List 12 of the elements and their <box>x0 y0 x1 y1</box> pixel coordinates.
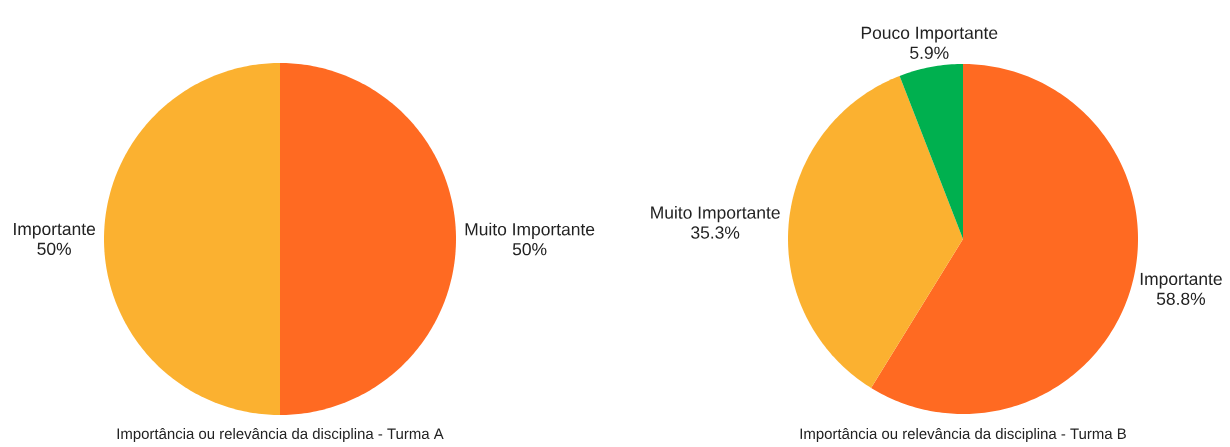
slice-label: Muito Importante <box>651 205 780 223</box>
data-label: 58.8% <box>1156 292 1206 305</box>
slice-label: Pouco Importante <box>861 26 998 43</box>
slice-label: Muito Importante <box>465 222 595 239</box>
data-label: 35.3% <box>691 226 740 239</box>
data-label: 50% <box>37 242 71 256</box>
slice-label: Importante <box>14 222 96 239</box>
text: Importância ou relevância da disciplina - Turma A <box>117 428 444 442</box>
data-label: 5.9% <box>910 46 949 59</box>
text: Importância ou relevância da disciplina - Turma B <box>800 428 1126 442</box>
slice-label: Importante <box>1140 272 1222 289</box>
data-label: 50% <box>512 243 547 256</box>
